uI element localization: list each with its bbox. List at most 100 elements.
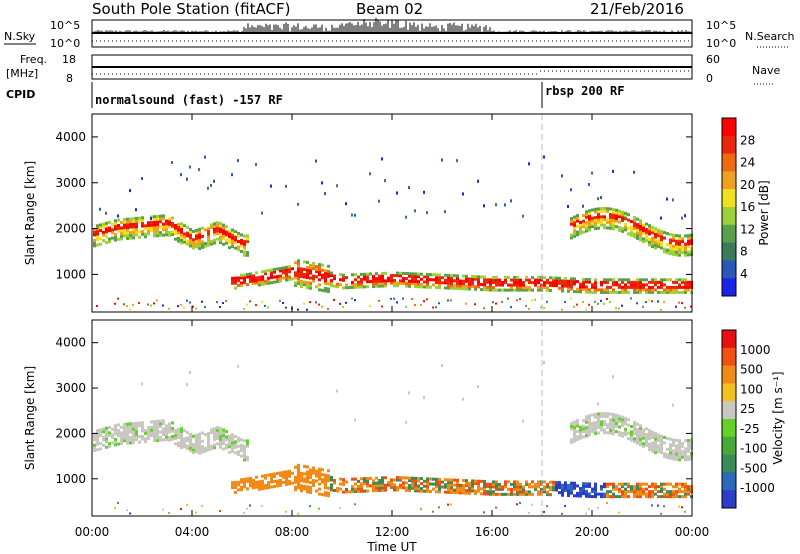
echo-cell: [234, 490, 237, 494]
echo-cell: [594, 423, 597, 427]
echo-cell: [261, 484, 264, 488]
echo-cell: [366, 484, 369, 488]
echo-cell: [660, 216, 662, 220]
echo-cell: [687, 490, 690, 494]
y-tick-label: 2000: [55, 222, 86, 236]
echo-cell: [432, 482, 435, 486]
echo-cell: [564, 284, 567, 288]
echo-cell: [603, 280, 606, 284]
echo-cell: [171, 426, 174, 430]
echo-cell: [636, 280, 639, 284]
echo-cell: [438, 278, 441, 282]
echo-cell: [540, 306, 542, 309]
echo-cell: [339, 506, 341, 509]
echo-cell: [426, 489, 429, 493]
echo-cell: [603, 414, 606, 418]
echo-cell: [681, 237, 684, 241]
echo-cell: [279, 277, 282, 281]
echo-cell: [408, 489, 411, 493]
echo-cell: [246, 477, 249, 481]
echo-cell: [492, 485, 495, 489]
echo-cell: [243, 281, 246, 285]
echo-cell: [606, 490, 609, 494]
echo-cell: [420, 272, 423, 276]
echo-cell: [636, 223, 639, 227]
echo-cell: [366, 275, 369, 279]
echo-cell: [528, 281, 531, 285]
echo-cell: [447, 480, 450, 484]
echo-cell: [615, 307, 617, 310]
echo-cell: [162, 214, 165, 218]
echo-cell: [606, 423, 609, 427]
echo-cell: [660, 442, 663, 446]
echo-cell: [672, 438, 675, 442]
echo-cell: [114, 224, 117, 228]
echo-cell: [588, 422, 591, 426]
echo-cell: [303, 275, 306, 279]
echo-cell: [255, 483, 258, 487]
nsky-tick-bottom: 10^0: [50, 37, 80, 50]
echo-cell: [663, 301, 665, 304]
echo-cell: [384, 488, 387, 492]
echo-cell: [477, 179, 479, 183]
echo-cell: [309, 473, 312, 477]
echo-cell: [381, 476, 384, 480]
echo-cell: [192, 238, 195, 242]
echo-cell: [651, 492, 654, 496]
echo-cell: [291, 481, 294, 485]
echo-cell: [396, 478, 399, 482]
echo-cell: [576, 233, 579, 237]
echo-cell: [414, 489, 417, 493]
echo-cell: [108, 434, 111, 438]
echo-cell: [174, 428, 177, 432]
echo-cell: [204, 433, 207, 437]
echo-cell: [375, 486, 378, 490]
echo-cell: [300, 282, 303, 286]
echo-cell: [234, 235, 237, 239]
echo-cell: [594, 412, 597, 416]
echo-cell: [438, 302, 440, 305]
echo-cell: [606, 502, 608, 505]
echo-cell: [588, 414, 591, 418]
echo-cell: [579, 282, 582, 286]
echo-cell: [390, 281, 393, 285]
y-tick-label: 1000: [55, 472, 86, 486]
echo-cell: [507, 487, 510, 491]
echo-cell: [282, 271, 285, 275]
echo-cell: [405, 215, 407, 219]
echo-cell: [156, 425, 159, 429]
echo-cell: [438, 480, 441, 484]
echo-cell: [654, 482, 657, 486]
echo-cell: [630, 231, 633, 235]
echo-cell: [306, 271, 309, 275]
echo-cell: [96, 440, 99, 444]
echo-cell: [678, 242, 681, 246]
echo-cell: [681, 506, 683, 509]
echo-cell: [366, 272, 369, 276]
colorbar-swatch: [722, 401, 736, 420]
time-axis: 00:00 04:00 08:00 12:00 16:00 20:00 00:00: [75, 114, 709, 539]
echo-cell: [591, 413, 594, 417]
echo-cell: [111, 236, 114, 240]
echo-cell: [270, 184, 272, 188]
echo-cell: [435, 278, 438, 282]
echo-cell: [342, 276, 345, 280]
echo-cell: [165, 427, 168, 431]
echo-cell: [639, 492, 642, 496]
echo-cell: [618, 420, 621, 424]
echo-cell: [321, 181, 323, 185]
echo-cell: [609, 221, 612, 225]
echo-cell: [543, 281, 546, 285]
nsearch-tick-bottom: 10^0: [706, 37, 736, 50]
echo-cell: [516, 503, 518, 506]
freq-panel: Freq. [MHz] 18 8 60 0 Nave: [6, 53, 780, 85]
echo-cell: [330, 475, 333, 479]
echo-cell: [504, 482, 507, 486]
echo-cell: [123, 433, 126, 437]
echo-cell: [381, 481, 384, 485]
echo-cell: [186, 299, 188, 302]
echo-cell: [570, 491, 573, 495]
colorbar-frame: [721, 329, 737, 509]
echo-cell: [318, 472, 321, 476]
echo-cell: [297, 271, 300, 275]
